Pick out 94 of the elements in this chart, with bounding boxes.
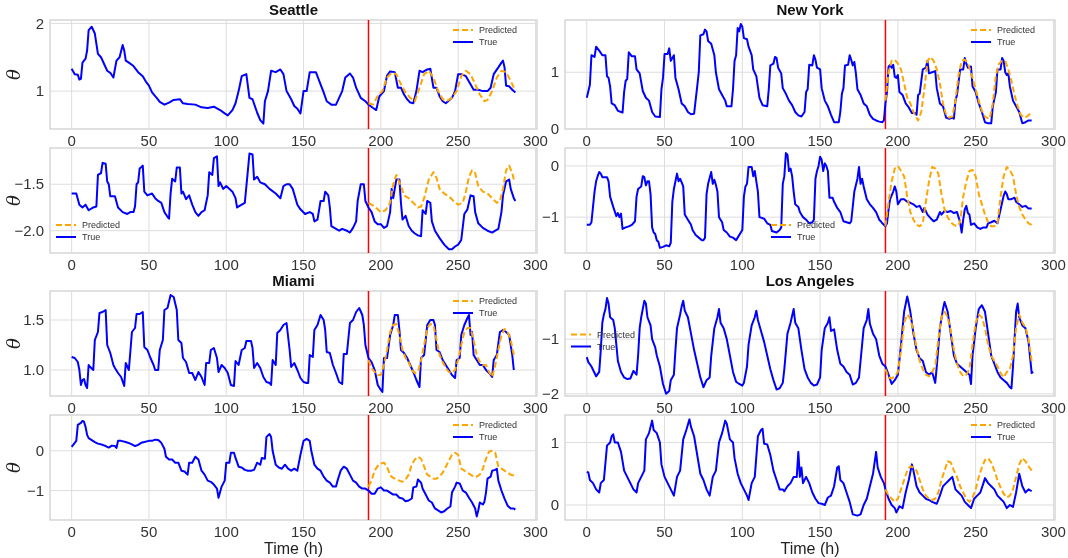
x-tick-label: 300: [1040, 523, 1066, 540]
x-tick-label: 250: [963, 132, 989, 149]
y-tick-label: 1.5: [23, 311, 44, 329]
y-axis-title: θ: [3, 461, 24, 473]
x-tick-label: 300: [1040, 132, 1066, 149]
legend-label: True: [797, 232, 816, 242]
x-tick-label: 100: [729, 523, 755, 540]
x-tick-label: 150: [807, 132, 833, 149]
x-tick-label: 0: [67, 256, 76, 273]
x-tick-label: 200: [885, 399, 911, 416]
x-tick-label: 200: [368, 523, 394, 540]
x-tick-label: 100: [213, 132, 239, 149]
x-tick-label: 50: [656, 132, 673, 149]
x-tick-label: 50: [656, 399, 673, 416]
x-tick-label: 100: [213, 523, 239, 540]
chart-title: Los Angeles: [765, 272, 855, 289]
x-tick-label: 100: [213, 399, 239, 416]
y-tick-label: 0: [550, 496, 559, 514]
x-tick-label: 0: [582, 256, 591, 273]
y-tick-label: 0: [550, 157, 559, 175]
x-axis-title: Time (h): [780, 540, 840, 557]
y-tick-label: 1: [550, 433, 559, 451]
x-tick-label: 200: [368, 256, 394, 273]
y-tick-label: −1: [541, 330, 559, 348]
x-tick-label: 0: [67, 132, 76, 149]
x-tick-label: 300: [522, 132, 548, 149]
x-tick-label: 150: [291, 523, 317, 540]
x-tick-label: 200: [368, 399, 394, 416]
x-tick-label: 0: [67, 399, 76, 416]
y-tick-label: 1: [550, 63, 559, 81]
legend-label: True: [997, 37, 1016, 47]
x-tick-label: 150: [807, 256, 833, 273]
x-tick-label: 100: [213, 256, 239, 273]
y-tick-label: 0: [35, 442, 44, 460]
legend-label: Predicted: [797, 220, 836, 230]
x-tick-label: 50: [140, 256, 158, 273]
chart-title: Seattle: [268, 1, 319, 18]
x-axis-title: Time (h): [264, 540, 323, 557]
y-tick-label: −1.5: [14, 175, 44, 193]
legend-label: Predicted: [997, 420, 1036, 430]
x-tick-label: 150: [807, 399, 833, 416]
x-tick-label: 300: [522, 523, 548, 540]
y-axis-title: θ: [3, 194, 24, 206]
legend-label: True: [479, 432, 498, 442]
legend-label: True: [82, 232, 101, 242]
x-tick-label: 100: [729, 256, 755, 273]
x-tick-label: 0: [582, 399, 591, 416]
x-tick-label: 50: [140, 132, 158, 149]
x-tick-label: 300: [1040, 256, 1066, 273]
y-tick-label: 1: [35, 82, 44, 100]
x-tick-label: 200: [885, 132, 911, 149]
x-tick-label: 250: [445, 399, 471, 416]
legend-label: Predicted: [479, 420, 518, 430]
x-tick-label: 50: [140, 399, 158, 416]
x-tick-label: 0: [67, 523, 76, 540]
x-tick-label: 150: [291, 256, 317, 273]
x-tick-label: 50: [140, 523, 158, 540]
chart-title: Miami: [272, 272, 315, 289]
x-tick-label: 250: [963, 399, 989, 416]
x-tick-label: 150: [807, 523, 833, 540]
x-tick-label: 50: [656, 256, 673, 273]
legend-label: True: [479, 308, 498, 318]
x-tick-label: 250: [963, 523, 989, 540]
y-tick-label: 1.0: [23, 361, 44, 379]
y-axis-title: θ: [3, 337, 24, 349]
x-tick-label: 200: [368, 132, 394, 149]
chart-title: New York: [776, 1, 845, 18]
x-tick-label: 100: [729, 132, 755, 149]
legend-label: Predicted: [479, 296, 518, 306]
y-axis-title: θ: [3, 68, 24, 80]
y-tick-label: −2.0: [14, 221, 44, 239]
y-tick-label: 0: [550, 120, 559, 138]
x-tick-label: 50: [656, 523, 673, 540]
x-tick-label: 150: [291, 399, 317, 416]
x-tick-label: 0: [582, 523, 591, 540]
x-tick-label: 0: [582, 132, 591, 149]
x-tick-label: 250: [963, 256, 989, 273]
x-tick-label: 100: [729, 399, 755, 416]
y-tick-label: −1: [541, 208, 559, 226]
y-tick-label: 2: [35, 14, 44, 32]
x-tick-label: 300: [1040, 399, 1066, 416]
x-tick-label: 300: [522, 256, 548, 273]
legend-label: Predicted: [479, 25, 518, 35]
legend-label: Predicted: [997, 25, 1036, 35]
y-tick-label: −1: [26, 481, 44, 499]
x-tick-label: 250: [445, 132, 471, 149]
x-tick-label: 150: [291, 132, 317, 149]
legend-label: True: [997, 432, 1016, 442]
x-tick-label: 250: [445, 256, 471, 273]
x-tick-label: 250: [445, 523, 471, 540]
legend-label: True: [479, 37, 498, 47]
x-tick-label: 200: [885, 256, 911, 273]
legend-label: Predicted: [82, 220, 121, 230]
x-tick-label: 200: [885, 523, 911, 540]
